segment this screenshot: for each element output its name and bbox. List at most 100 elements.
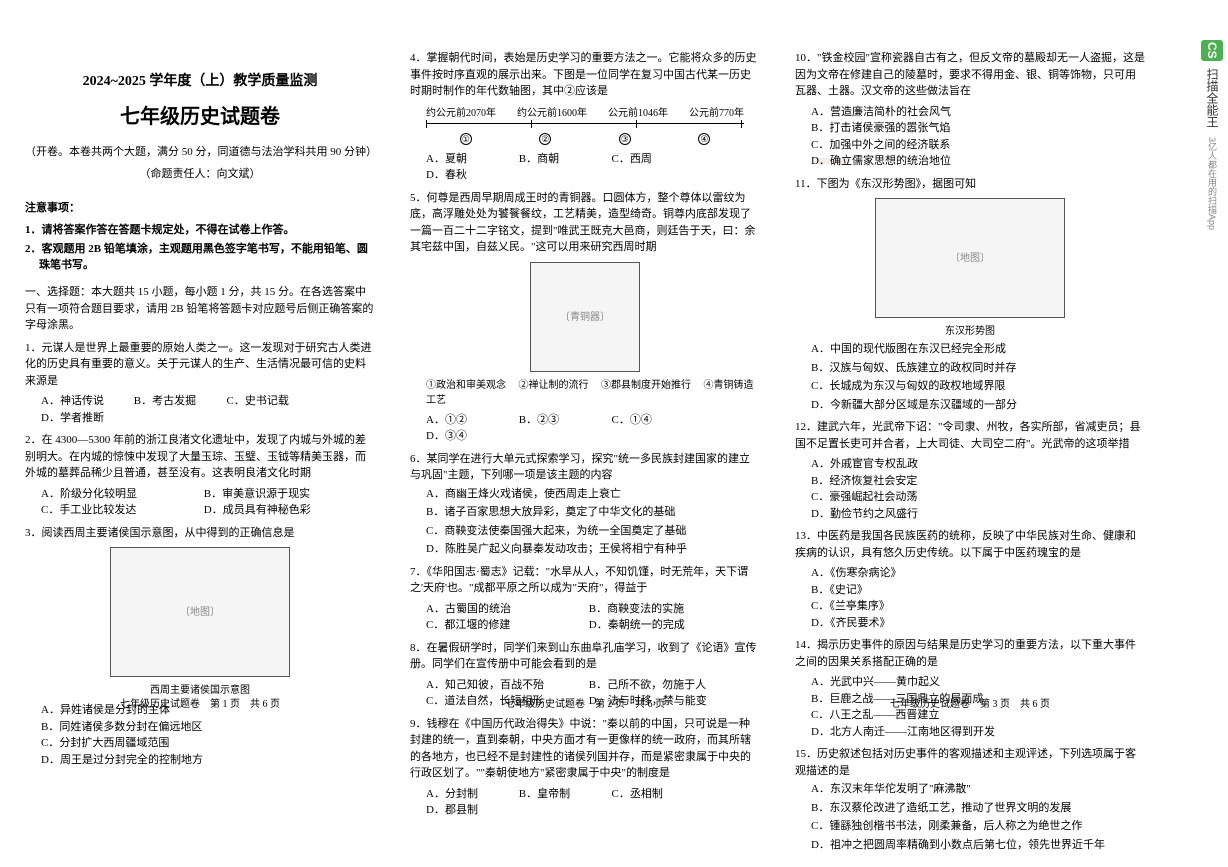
q2-opt-b: B．审美意识源于现实 (204, 486, 354, 503)
q5-stem: 5．何尊是西周早期周成王时的青铜器。口圆体方，整个尊体以雷纹为底，高浮雕处处为饕… (410, 192, 756, 254)
question-15: 15．历史叙述包括对历史事件的客观描述和主观评述，下列选项属于客观描述的是 A．… (795, 746, 1145, 853)
q1-opt-c: C．史书记载 (227, 393, 307, 410)
tl-lab-0: 约公元前2070年 (426, 106, 496, 121)
q15-opt-a: A．东汉末年华佗发明了"麻沸散" (811, 781, 1145, 798)
question-7: 7．《华阳国志·蜀志》记载："水旱从人，不知饥馑，时无荒年，天下谓之'天府'也。… (410, 564, 760, 634)
app-watermark: CS 扫描全能王 3亿人都在用的扫描App (1201, 40, 1223, 230)
watermark-sub: 3亿人都在用的扫描App (1207, 137, 1217, 230)
notice-header: 注意事项： (25, 199, 375, 215)
q11-caption: 东汉形势图 (795, 324, 1145, 339)
q3-opt-d: D．周王是过分封完全的控制地方 (41, 752, 203, 769)
page-1: 2024~2025 学年度（上）教学质量监测 七年级历史试题卷 （开卷。本卷共两… (10, 0, 390, 720)
q10-opt-c: C．加强中外之间的经济联系 (811, 137, 971, 154)
q7-opt-d: D．秦朝统一的完成 (589, 617, 739, 634)
q10-opt-b: B．打击诸侯豪强的嚣张气焰 (811, 120, 971, 137)
q14-opt-a: A．光武中兴——黄巾起义 (811, 674, 971, 691)
q13-opt-a: A．《伤寒杂病论》 (811, 565, 971, 582)
notice-1: 1．请将答案作答在答题卡规定处，不得在试卷上作答。 (39, 221, 375, 237)
q3-map-image: 〔地图〕 (110, 547, 290, 677)
q3-stem: 3．阅读西周主要诸侯国示意图，从中得到的正确信息是 (25, 527, 295, 539)
q6-stem: 6．某同学在进行大单元式探索学习，探究"统一多民族封建国家的建立与巩固"主题，下… (410, 453, 750, 482)
q13-opt-b: B．《史记》 (811, 582, 971, 599)
q1-stem: 1．元谋人是世界上最重要的原始人类之一。这一发现对于研究古人类进化的历史具有重要… (25, 342, 372, 387)
q11-stem: 11．下图为《东汉形势图》，据图可知 (795, 178, 976, 190)
q3-opt-b: B．同姓诸侯多数分封在偏远地区 (41, 719, 202, 736)
exam-author: （命题责任人：向文斌） (25, 165, 375, 181)
q1-opt-a: A．神话传说 (41, 393, 121, 410)
question-9: 9．钱穆在《中国历代政治得失》中说："秦以前的中国，只可说是一种封建的统一，直到… (410, 716, 760, 819)
question-3: 3．阅读西周主要诸侯国示意图，从中得到的正确信息是 〔地图〕 西周主要诸侯国示意… (25, 525, 375, 769)
q5-opt-c: C．①④ (612, 412, 692, 429)
question-5: 5．何尊是西周早期周成王时的青铜器。口圆体方，整个尊体以雷纹为底，高浮雕处处为饕… (410, 190, 760, 445)
q2-opt-c: C．手工业比较发达 (41, 502, 191, 519)
watermark-logo: CS (1201, 40, 1223, 61)
q15-stem: 15．历史叙述包括对历史事件的客观描述和主观评述，下列选项属于客观描述的是 (795, 748, 1136, 777)
q9-opt-d: D．郡县制 (426, 802, 506, 819)
exam-subtitle: （开卷。本卷共两个大题，满分 50 分，同道德与法治学科共用 90 分钟） (25, 143, 375, 159)
page-2: 4．掌握朝代时间，表始是历史学习的重要方法之一。它能将众多的历史事件按时序直观的… (395, 0, 775, 720)
q8-stem: 8．在暑假研学时，同学们来到山东曲阜孔庙学习，收到了《论语》宣传册。同学们在宣传… (410, 642, 757, 671)
q6-opt-a: A．商幽王烽火戏诸侯，使西周走上衰亡 (426, 486, 760, 503)
q12-opt-a: A．外戚宦官专权乱政 (811, 456, 971, 473)
q2-opt-d: D．成员具有神秘色彩 (204, 502, 354, 519)
q9-opt-a: A．分封制 (426, 786, 506, 803)
tl-lab-2: 公元前1046年 (608, 106, 668, 121)
q12-opt-c: C．豪强崛起社会动荡 (811, 489, 971, 506)
q12-opt-d: D．勤俭节约之风盛行 (811, 506, 971, 523)
watermark-brand: 扫描全能王 (1205, 68, 1219, 128)
question-4: 4．掌握朝代时间，表始是历史学习的重要方法之一。它能将众多的历史事件按时序直观的… (410, 50, 760, 184)
tl-c1: ① (460, 133, 472, 145)
q7-opt-a: A．古蜀国的统治 (426, 601, 576, 618)
footer-2: 七年级历史试题卷 第 2 页 共 6 页 (395, 695, 775, 710)
question-11: 11．下图为《东汉形势图》，据图可知 〔地图〕 东汉形势图 A．中国的现代版图在… (795, 176, 1145, 414)
part1-header: 一、选择题：本大题共 15 小题，每小题 1 分，共 15 分。在各选答案中只有… (25, 284, 375, 334)
exam-header: 2024~2025 学年度（上）教学质量监测 (25, 70, 375, 90)
q13-opt-d: D．《齐民要术》 (811, 615, 971, 632)
q2-stem: 2．在 4300—5300 年前的浙江良渚文化遗址中，发现了内城与外城的差别明大… (25, 434, 366, 479)
page-3: 10．"铁金校园"宣称瓷器自古有之，但反文帝的墓殿却无一人盗掘，这是因为文帝在修… (780, 0, 1160, 720)
q2-opt-a: A．阶级分化较明显 (41, 486, 191, 503)
q8-opt-a: A．知己知彼，百战不殆 (426, 677, 576, 694)
q5-opt-d: D．③④ (426, 428, 506, 445)
q5-bronze-image: 〔青铜器〕 (530, 262, 640, 372)
q7-opt-b: B．商鞅变法的实施 (589, 601, 739, 618)
question-6: 6．某同学在进行大单元式探索学习，探究"统一多民族封建国家的建立与巩固"主题，下… (410, 451, 760, 558)
q1-opt-d: D．学者推断 (41, 410, 121, 427)
q15-opt-c: C．锺繇独创楷书书法，刚柔兼备，后人称之为绝世之作 (811, 818, 1145, 835)
q7-opt-c: C．都江堰的修建 (426, 617, 576, 634)
q5-cl-1: ②禅让制的流行 (519, 380, 589, 391)
q15-opt-d: D．祖冲之把圆周率精确到小数点后第七位，领先世界近千年 (811, 837, 1145, 854)
q5-opt-b: B．②③ (519, 412, 599, 429)
question-14: 14．揭示历史事件的原因与结果是历史学习的重要方法，以下重大事件之间的因果关系搭… (795, 637, 1145, 740)
q11-opt-c: C．长城成为东汉与匈奴的政权地域界限 (811, 378, 1145, 395)
q8-opt-b: B．己所不欲，勿施于人 (589, 677, 739, 694)
q15-opt-b: B．东汉蔡伦改进了造纸工艺，推动了世界文明的发展 (811, 800, 1145, 817)
q5-opt-a: A．①② (426, 412, 506, 429)
q11-opt-b: B．汉族与匈奴、氐族建立的政权同时并存 (811, 360, 1145, 377)
q6-opt-b: B．诸子百家思想大放异彩，奠定了中华文化的基础 (426, 504, 760, 521)
q4-opt-c: C．西周 (612, 151, 692, 168)
tl-c3: ③ (619, 133, 631, 145)
exam-title: 七年级历史试题卷 (25, 100, 375, 129)
q11-opt-d: D．今新疆大部分区域是东汉疆域的一部分 (811, 397, 1145, 414)
q4-opt-d: D．春秋 (426, 167, 506, 184)
q14-opt-d: D．北方人南迁——江南地区得到开发 (811, 724, 995, 741)
q9-opt-b: B．皇帝制 (519, 786, 599, 803)
q7-stem: 7．《华阳国志·蜀志》记载："水旱从人，不知饥馑，时无荒年，天下谓之'天府'也。… (410, 566, 748, 595)
q11-map-image: 〔地图〕 (875, 198, 1065, 318)
q9-stem: 9．钱穆在《中国历代政治得失》中说："秦以前的中国，只可说是一种封建的统一，直到… (410, 718, 751, 780)
question-12: 12．建武六年，光武帝下诏："令司隶、州牧，各实所部，省减吏员；县国不足置长吏可… (795, 419, 1145, 522)
q14-stem: 14．揭示历史事件的原因与结果是历史学习的重要方法，以下重大事件之间的因果关系搭… (795, 639, 1136, 668)
tl-lab-1: 约公元前1600年 (517, 106, 587, 121)
question-2: 2．在 4300—5300 年前的浙江良渚文化遗址中，发现了内城与外城的差别明大… (25, 432, 375, 519)
question-10: 10．"铁金校园"宣称瓷器自古有之，但反文帝的墓殿却无一人盗掘，这是因为文帝在修… (795, 50, 1145, 170)
q5-cl-0: ①政治和审美观念 (426, 380, 506, 391)
q5-cl-2: ③郡县制度开始推行 (601, 380, 691, 391)
q10-stem: 10．"铁金校园"宣称瓷器自古有之，但反文帝的墓殿却无一人盗掘，这是因为文帝在修… (795, 52, 1145, 97)
q6-opt-c: C．商鞅变法使秦国强大起来，为统一全国奠定了基础 (426, 523, 760, 540)
q1-opt-b: B．考古发掘 (134, 393, 214, 410)
question-1: 1．元谋人是世界上最重要的原始人类之一。这一发现对于研究古人类进化的历史具有重要… (25, 340, 375, 427)
q9-opt-c: C．丞相制 (612, 786, 692, 803)
notice-2: 2．客观题用 2B 铅笔填涂，主观题用黑色签字笔书写，不能用铅笔、圆珠笔书写。 (39, 240, 375, 272)
q12-opt-b: B．经济恢复社会安定 (811, 473, 971, 490)
